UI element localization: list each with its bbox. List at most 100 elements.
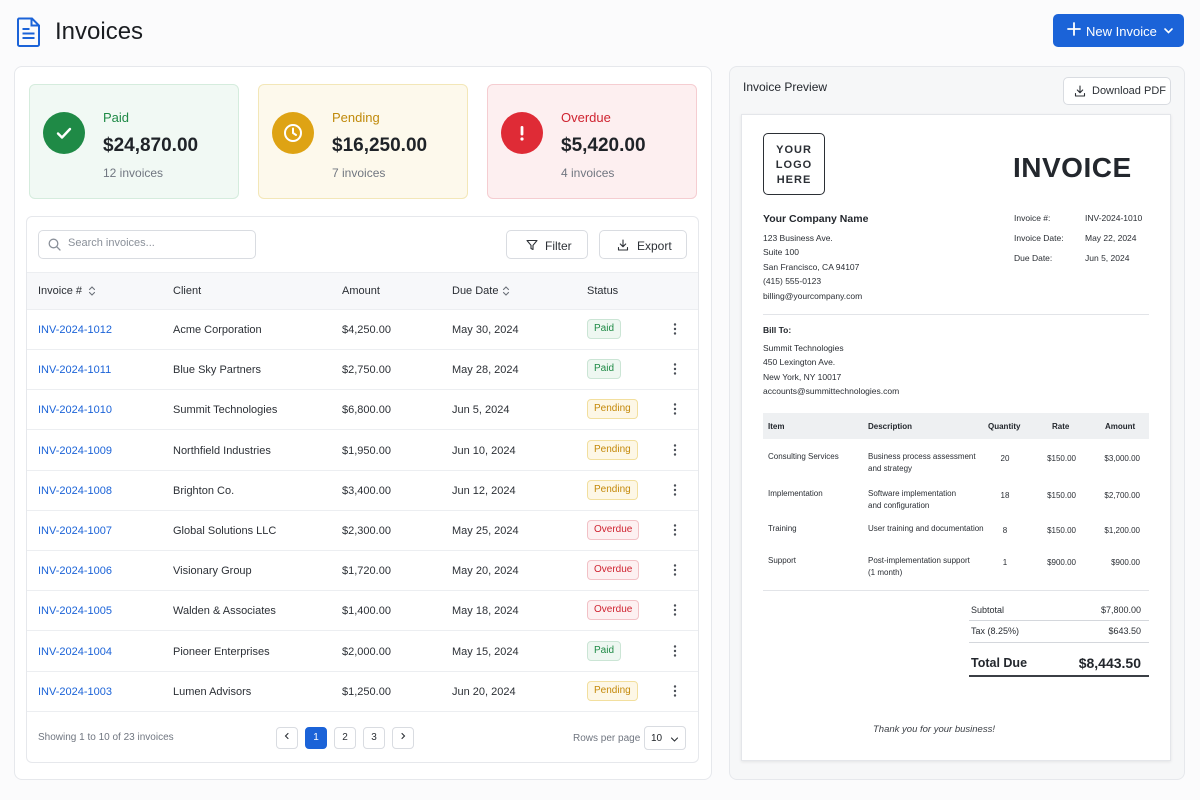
status-badge: Overdue [587, 560, 640, 581]
client-name: Global Solutions LLC [173, 525, 277, 537]
download-pdf-button[interactable]: Download PDF [1063, 77, 1171, 105]
status-badge: Paid [587, 640, 622, 661]
table-row[interactable]: INV-2024-1006 Visionary Group $1,720.00 May… [27, 551, 698, 592]
items-header-amount: Amount [1105, 422, 1136, 431]
invoice-number-link[interactable]: INV-2024-1009 [38, 444, 112, 457]
line-item-description: (1 month) [868, 568, 903, 577]
invoice-amount: $6,800.00 [342, 404, 391, 417]
line-item-rate: $900.00 [1047, 558, 1076, 567]
column-header-invoice[interactable]: Invoice # [38, 285, 83, 297]
column-header-amount: Amount [342, 285, 380, 297]
more-options-icon[interactable] [671, 362, 679, 376]
more-options-icon[interactable] [671, 322, 679, 336]
line-item-amount: $900.00 [1111, 558, 1140, 567]
page-3-button[interactable]: 3 [363, 727, 385, 749]
invoice-amount: $1,250.00 [342, 685, 391, 698]
line-item-rate: $150.00 [1047, 454, 1076, 463]
line-item-name: Support [768, 556, 797, 565]
more-options-icon[interactable] [671, 402, 679, 416]
table-row[interactable]: INV-2024-1003 Lumen Advisors $1,250.00 Jun … [27, 672, 698, 712]
sort-icon[interactable] [88, 285, 96, 297]
invoice-number-link[interactable]: INV-2024-1003 [38, 685, 112, 698]
search-box[interactable] [38, 230, 256, 259]
items-header-item: Item [768, 422, 785, 431]
more-options-icon[interactable] [671, 684, 679, 698]
invoice-amount: $1,950.00 [342, 444, 391, 457]
meta-label: Due Date: [1014, 253, 1053, 263]
invoice-amount: $2,000.00 [342, 645, 391, 658]
new-invoice-button[interactable]: New Invoice [1053, 14, 1184, 47]
chevron-right-icon [401, 732, 406, 740]
invoice-number-link[interactable]: INV-2024-1008 [38, 484, 112, 497]
status-badge: Paid [587, 359, 622, 380]
client-name: Acme Corporation [173, 324, 262, 336]
filter-button[interactable]: Filter [506, 230, 588, 259]
more-options-icon[interactable] [671, 443, 679, 457]
paid-summary-card[interactable]: Paid $24,870.00 12 invoices [29, 84, 239, 199]
line-item-quantity: 8 [1002, 526, 1008, 535]
table-row[interactable]: INV-2024-1004 Pioneer Enterprises $2,000.0… [27, 632, 698, 672]
thank-you-note: Thank you for your business! [873, 724, 995, 735]
client-name: Northfield Industries [173, 444, 271, 457]
logo-line: LOGO [775, 159, 813, 171]
invoice-number-link[interactable]: INV-2024-1011 [38, 364, 112, 377]
invoice-heading: INVOICE [1013, 152, 1132, 183]
company-name: Your Company Name [763, 213, 869, 225]
line-item-description: Software implementation [868, 489, 957, 498]
more-options-icon[interactable] [671, 644, 679, 658]
invoice-number-link[interactable]: INV-2024-1006 [38, 565, 112, 578]
page-2-button[interactable]: 2 [334, 727, 356, 749]
line-item-description: User training and documentation [868, 524, 984, 533]
company-line: San Francisco, CA 94107 [763, 262, 860, 272]
overdue-summary-card[interactable]: Overdue $5,420.00 4 invoices [487, 84, 697, 199]
invoice-number-link[interactable]: INV-2024-1012 [38, 324, 112, 336]
chevron-down-icon[interactable] [1163, 25, 1174, 36]
meta-value: INV-2024-1010 [1085, 213, 1143, 223]
status-badge: Overdue [587, 520, 640, 540]
table-row[interactable]: INV-2024-1012 Acme Corporation $4,250.00 Ma… [27, 310, 698, 350]
pending-summary-card[interactable]: Pending $16,250.00 7 invoices [258, 84, 468, 199]
table-row[interactable]: INV-2024-1005 Walden & Associates $1,400.0… [27, 591, 698, 632]
export-label: Export [637, 239, 672, 253]
page-1-button[interactable]: 1 [305, 727, 327, 749]
table-row[interactable]: INV-2024-1011 Blue Sky Partners $2,750.00 M… [27, 350, 698, 391]
bill-to-line: 450 Lexington Ave. [763, 357, 836, 367]
table-row[interactable]: INV-2024-1008 Brighton Co. $3,400.00 Jun 12… [27, 471, 698, 511]
table-row[interactable]: INV-2024-1009 Northfield Industries $1,950… [27, 431, 698, 471]
sort-icon[interactable] [502, 285, 510, 297]
card-amount: $16,250.00 [332, 135, 428, 156]
invoice-number-link[interactable]: INV-2024-1004 [38, 645, 112, 658]
more-options-icon[interactable] [671, 603, 679, 617]
more-options-icon[interactable] [671, 523, 679, 537]
search-input[interactable] [68, 237, 248, 249]
invoice-number-link[interactable]: INV-2024-1007 [38, 525, 112, 537]
line-item-quantity: 20 [1000, 454, 1010, 463]
table-row[interactable]: INV-2024-1010 Summit Technologies $6,800.0… [27, 390, 698, 431]
due-date: May 25, 2024 [452, 525, 519, 537]
total-underline [969, 675, 1149, 677]
invoice-amount: $3,400.00 [342, 484, 391, 497]
card-label: Overdue [561, 110, 611, 125]
more-options-icon[interactable] [671, 563, 679, 577]
line-item-rate: $150.00 [1047, 491, 1076, 500]
prev-page-button[interactable] [276, 727, 298, 749]
invoice-document-icon [17, 17, 40, 47]
line-item-description: Business process assessment [868, 452, 976, 461]
invoice-number-link[interactable]: INV-2024-1005 [38, 605, 112, 618]
invoice-number-link[interactable]: INV-2024-1010 [38, 404, 112, 417]
due-date: May 18, 2024 [452, 605, 519, 618]
clock-icon [272, 112, 314, 154]
line-item-amount: $1,200.00 [1104, 526, 1140, 535]
subtotal-value: $7,800.00 [1100, 605, 1141, 615]
due-date: Jun 12, 2024 [452, 484, 516, 497]
invoice-amount: $1,400.00 [342, 605, 391, 618]
table-row[interactable]: INV-2024-1007 Global Solutions LLC $2,300.… [27, 511, 698, 551]
column-header-due-date[interactable]: Due Date [452, 285, 499, 297]
due-date: Jun 5, 2024 [452, 404, 510, 417]
bill-to-line: New York, NY 10017 [763, 372, 842, 382]
search-icon [48, 238, 61, 251]
more-options-icon[interactable] [671, 483, 679, 497]
next-page-button[interactable] [392, 727, 414, 749]
rows-per-page-select[interactable]: 10 [644, 726, 686, 750]
export-button[interactable]: Export [599, 230, 687, 259]
